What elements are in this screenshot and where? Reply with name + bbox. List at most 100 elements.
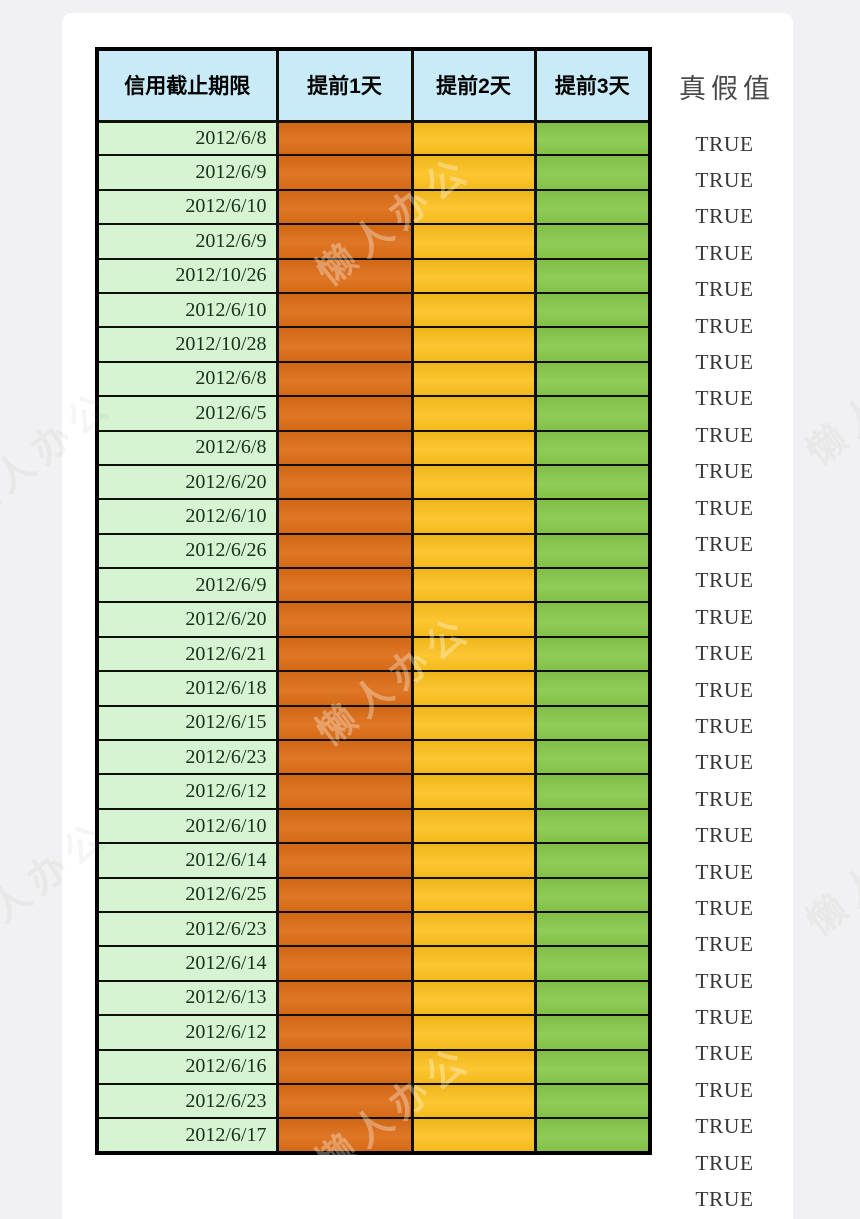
advance-3-days-cell — [533, 291, 652, 329]
truth-column-header: 真假值 — [679, 74, 775, 104]
deadline-date-cell: 2012/6/5 — [95, 395, 279, 432]
advance-1-day-cell — [275, 739, 414, 776]
truth-value: TRUE — [695, 677, 754, 702]
truth-value: TRUE — [695, 713, 754, 738]
deadline-date-cell: 2012/6/21 — [95, 635, 279, 673]
deadline-date-cell: 2012/6/23 — [95, 739, 279, 776]
watermark-text: 懒人办公 — [799, 327, 860, 475]
deadline-date-cell: 2012/6/10 — [95, 291, 279, 329]
advance-3-days-cell — [533, 601, 652, 638]
table-row: 2012/6/25 — [95, 876, 652, 913]
deadline-date-cell: 2012/6/25 — [95, 876, 279, 913]
advance-3-days-cell — [533, 945, 652, 982]
table-body: 2012/6/8 2012/6/9 2012/6/10 2012/6/9 201… — [95, 119, 652, 1154]
advance-3-days-cell — [533, 360, 652, 398]
advance-3-days-cell — [533, 119, 652, 157]
table-row: 2012/10/28 — [95, 326, 652, 363]
advance-1-day-cell — [275, 670, 414, 707]
advance-3-days-cell — [533, 463, 652, 501]
deadline-date-cell: 2012/6/14 — [95, 945, 279, 982]
deadline-date-cell: 2012/6/14 — [95, 842, 279, 879]
table-row: 2012/6/12 — [95, 773, 652, 810]
deadline-date-cell: 2012/6/17 — [95, 1117, 279, 1154]
advance-1-day-cell — [275, 498, 414, 535]
truth-value: TRUE — [695, 604, 754, 629]
advance-3-days-cell — [533, 704, 652, 742]
table-row: 2012/6/9 — [95, 223, 652, 260]
advance-2-days-cell — [410, 910, 537, 948]
advance-1-day-cell — [275, 635, 414, 673]
col-header-advance-2-days: 提前2天 — [410, 47, 537, 123]
table-row: 2012/6/10 — [95, 498, 652, 535]
advance-2-days-cell — [410, 945, 537, 982]
advance-2-days-cell — [410, 223, 537, 260]
table-row: 2012/6/23 — [95, 1082, 652, 1120]
advance-3-days-cell — [533, 429, 652, 466]
advance-2-days-cell — [410, 635, 537, 673]
advance-1-day-cell — [275, 1082, 414, 1120]
advance-2-days-cell — [410, 291, 537, 329]
truth-value: TRUE — [695, 641, 754, 666]
table-row: 2012/6/5 — [95, 395, 652, 432]
table-row: 2012/6/23 — [95, 910, 652, 948]
truth-value: TRUE — [695, 932, 754, 957]
advance-3-days-cell — [533, 154, 652, 191]
advance-2-days-cell — [410, 876, 537, 913]
truth-value: TRUE — [695, 568, 754, 593]
table-row: 2012/6/20 — [95, 601, 652, 638]
advance-3-days-cell — [533, 1117, 652, 1154]
worksheet-area: 信用截止期限 提前1天 提前2天 提前3天 2012/6/8 2012/6/9 … — [95, 47, 797, 1218]
deadline-date-cell: 2012/6/9 — [95, 567, 279, 604]
advance-3-days-cell — [533, 635, 652, 673]
deadline-date-cell: 2012/6/8 — [95, 360, 279, 398]
advance-3-days-cell — [533, 1048, 652, 1085]
deadline-date-cell: 2012/6/9 — [95, 154, 279, 191]
advance-1-day-cell — [275, 842, 414, 879]
truth-value: TRUE — [695, 495, 754, 520]
deadline-date-cell: 2012/6/8 — [95, 119, 279, 157]
truth-value: TRUE — [695, 750, 754, 775]
advance-2-days-cell — [410, 532, 537, 570]
table-row: 2012/6/14 — [95, 842, 652, 879]
table-row: 2012/6/8 — [95, 119, 652, 157]
watermark-text: 懒人办公 — [799, 797, 860, 945]
advance-2-days-cell — [410, 739, 537, 776]
advance-2-days-cell — [410, 842, 537, 879]
advance-3-days-cell — [533, 1014, 652, 1051]
truth-value: TRUE — [695, 386, 754, 411]
table-row: 2012/6/13 — [95, 979, 652, 1017]
advance-2-days-cell — [410, 498, 537, 535]
truth-value: TRUE — [695, 531, 754, 556]
truth-value: TRUE — [695, 1187, 754, 1212]
advance-3-days-cell — [533, 326, 652, 363]
table-row: 2012/6/16 — [95, 1048, 652, 1085]
deadline-date-cell: 2012/10/28 — [95, 326, 279, 363]
advance-3-days-cell — [533, 842, 652, 879]
table-row: 2012/6/8 — [95, 429, 652, 466]
advance-2-days-cell — [410, 395, 537, 432]
deadline-date-cell: 2012/6/10 — [95, 188, 279, 226]
truth-value: TRUE — [695, 313, 754, 338]
advance-2-days-cell — [410, 773, 537, 810]
advance-2-days-cell — [410, 1014, 537, 1051]
advance-3-days-cell — [533, 876, 652, 913]
advance-3-days-cell — [533, 773, 652, 810]
table-row: 2012/6/10 — [95, 291, 652, 329]
deadline-date-cell: 2012/6/16 — [95, 1048, 279, 1085]
advance-3-days-cell — [533, 739, 652, 776]
table-row: 2012/6/15 — [95, 704, 652, 742]
truth-value: TRUE — [695, 168, 754, 193]
advance-1-day-cell — [275, 429, 414, 466]
deadline-date-cell: 2012/6/12 — [95, 1014, 279, 1051]
advance-3-days-cell — [533, 257, 652, 294]
advance-1-day-cell — [275, 567, 414, 604]
advance-3-days-cell — [533, 567, 652, 604]
table-row: 2012/6/9 — [95, 567, 652, 604]
advance-2-days-cell — [410, 567, 537, 604]
advance-2-days-cell — [410, 188, 537, 226]
deadline-date-cell: 2012/6/20 — [95, 601, 279, 638]
table-row: 2012/6/10 — [95, 807, 652, 845]
truth-value: TRUE — [695, 895, 754, 920]
advance-3-days-cell — [533, 188, 652, 226]
